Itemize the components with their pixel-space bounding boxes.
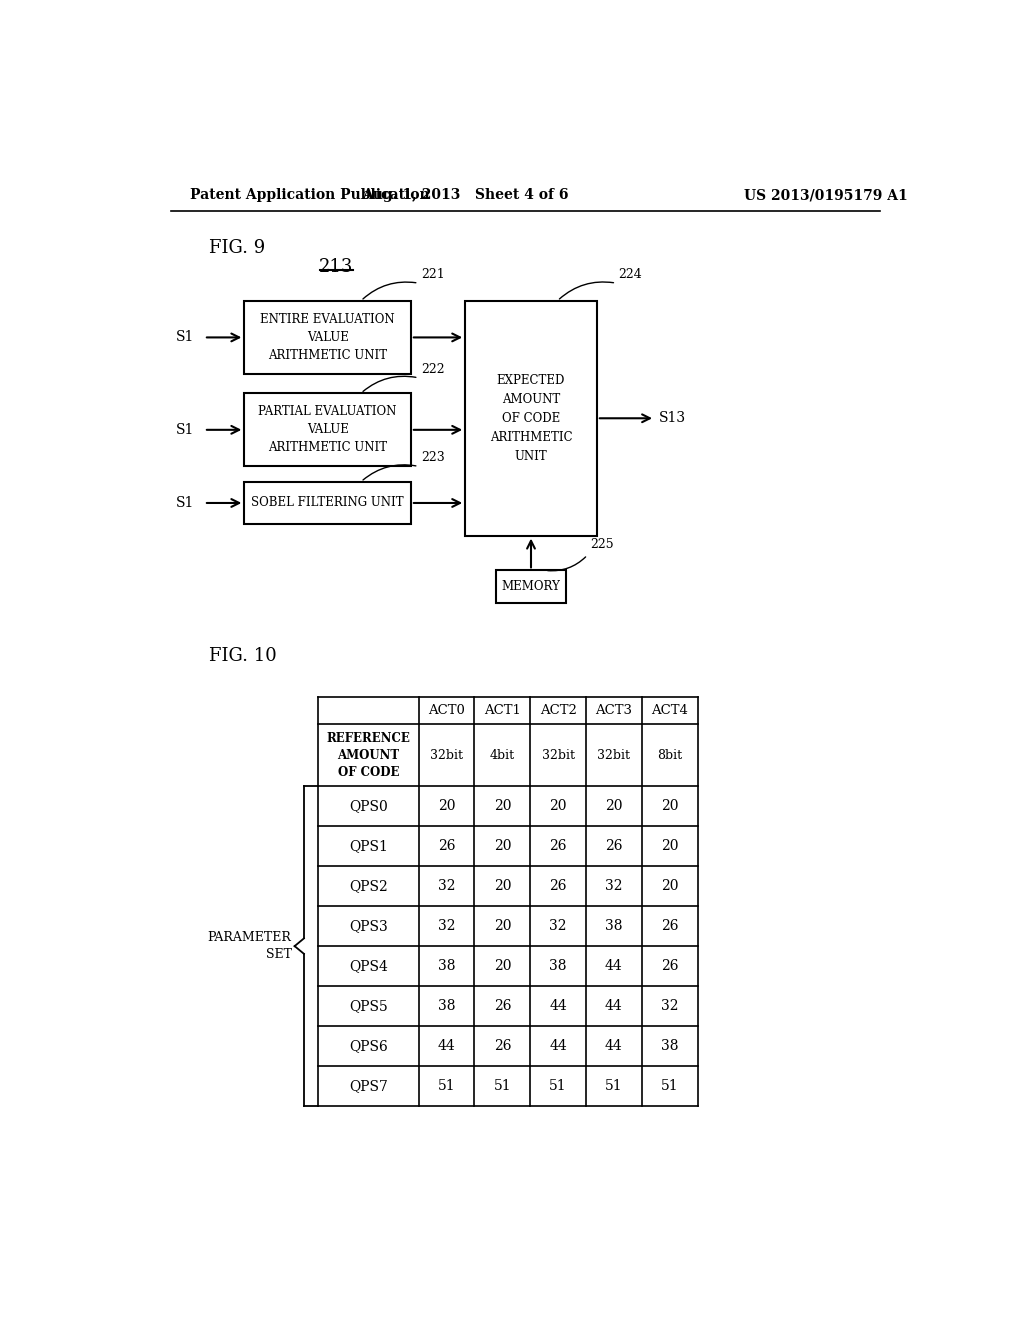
Text: 20: 20 <box>494 799 511 813</box>
Text: FIG. 9: FIG. 9 <box>209 239 265 257</box>
Text: S1: S1 <box>175 496 194 510</box>
Text: 20: 20 <box>549 799 567 813</box>
Bar <box>245 482 411 524</box>
Text: 20: 20 <box>660 879 679 894</box>
Text: 20: 20 <box>494 919 511 933</box>
Text: 20: 20 <box>438 799 456 813</box>
Text: 44: 44 <box>437 1039 456 1053</box>
Text: S1: S1 <box>175 422 194 437</box>
Text: PARAMETER
SET: PARAMETER SET <box>208 931 292 961</box>
Bar <box>465 301 597 536</box>
Text: 26: 26 <box>438 840 456 853</box>
Text: ENTIRE EVALUATION
VALUE
ARITHMETIC UNIT: ENTIRE EVALUATION VALUE ARITHMETIC UNIT <box>260 313 395 362</box>
Text: S1: S1 <box>175 330 194 345</box>
Text: 51: 51 <box>437 1080 456 1093</box>
Text: QPS7: QPS7 <box>349 1080 388 1093</box>
Text: REFERENCE
AMOUNT
OF CODE: REFERENCE AMOUNT OF CODE <box>327 731 411 779</box>
Text: Patent Application Publication: Patent Application Publication <box>190 189 430 202</box>
Bar <box>245 393 411 466</box>
Text: QPS0: QPS0 <box>349 799 388 813</box>
Text: 38: 38 <box>438 999 456 1014</box>
Text: ACT1: ACT1 <box>484 705 521 717</box>
Text: 44: 44 <box>605 1039 623 1053</box>
Text: 38: 38 <box>438 960 456 973</box>
Text: 32bit: 32bit <box>542 748 574 762</box>
Text: 225: 225 <box>590 539 613 552</box>
Text: 20: 20 <box>660 799 679 813</box>
Text: 32bit: 32bit <box>597 748 631 762</box>
Text: 223: 223 <box>421 451 444 465</box>
Text: 213: 213 <box>318 259 353 276</box>
Text: ACT2: ACT2 <box>540 705 577 717</box>
Text: 51: 51 <box>660 1080 679 1093</box>
Text: 32: 32 <box>660 999 679 1014</box>
Text: 51: 51 <box>605 1080 623 1093</box>
Text: QPS1: QPS1 <box>349 840 388 853</box>
Text: 20: 20 <box>494 879 511 894</box>
Text: US 2013/0195179 A1: US 2013/0195179 A1 <box>743 189 907 202</box>
Text: SOBEL FILTERING UNIT: SOBEL FILTERING UNIT <box>251 496 403 510</box>
Text: 38: 38 <box>660 1039 679 1053</box>
Text: 8bit: 8bit <box>657 748 682 762</box>
Bar <box>245 301 411 374</box>
Text: 44: 44 <box>605 960 623 973</box>
Text: 44: 44 <box>549 1039 567 1053</box>
Text: 20: 20 <box>660 840 679 853</box>
Text: MEMORY: MEMORY <box>502 579 560 593</box>
Text: 32: 32 <box>438 879 456 894</box>
Text: 20: 20 <box>494 840 511 853</box>
Text: 26: 26 <box>549 879 567 894</box>
Text: 4bit: 4bit <box>489 748 515 762</box>
Text: FIG. 10: FIG. 10 <box>209 647 278 665</box>
Text: QPS2: QPS2 <box>349 879 388 894</box>
Text: 26: 26 <box>660 960 679 973</box>
Text: Aug. 1, 2013   Sheet 4 of 6: Aug. 1, 2013 Sheet 4 of 6 <box>361 189 568 202</box>
Text: 20: 20 <box>494 960 511 973</box>
Text: 221: 221 <box>421 268 444 281</box>
Text: 26: 26 <box>494 999 511 1014</box>
Text: 26: 26 <box>549 840 567 853</box>
Text: QPS3: QPS3 <box>349 919 388 933</box>
Text: 26: 26 <box>494 1039 511 1053</box>
Text: ACT3: ACT3 <box>595 705 633 717</box>
Text: 38: 38 <box>549 960 567 973</box>
Text: QPS6: QPS6 <box>349 1039 388 1053</box>
Text: PARTIAL EVALUATION
VALUE
ARITHMETIC UNIT: PARTIAL EVALUATION VALUE ARITHMETIC UNIT <box>258 405 396 454</box>
Text: ACT0: ACT0 <box>428 705 465 717</box>
Text: 32: 32 <box>438 919 456 933</box>
Text: S13: S13 <box>658 412 686 425</box>
Text: 38: 38 <box>605 919 623 933</box>
Bar <box>496 570 566 603</box>
Text: 26: 26 <box>660 919 679 933</box>
Text: 20: 20 <box>605 799 623 813</box>
Text: QPS4: QPS4 <box>349 960 388 973</box>
Text: 224: 224 <box>618 268 642 281</box>
Text: 51: 51 <box>549 1080 567 1093</box>
Text: 32: 32 <box>549 919 567 933</box>
Text: 44: 44 <box>549 999 567 1014</box>
Text: EXPECTED
AMOUNT
OF CODE
ARITHMETIC
UNIT: EXPECTED AMOUNT OF CODE ARITHMETIC UNIT <box>489 374 572 463</box>
Text: QPS5: QPS5 <box>349 999 388 1014</box>
Text: 32bit: 32bit <box>430 748 463 762</box>
Text: 44: 44 <box>605 999 623 1014</box>
Text: 51: 51 <box>494 1080 511 1093</box>
Text: 26: 26 <box>605 840 623 853</box>
Text: 32: 32 <box>605 879 623 894</box>
Text: 222: 222 <box>421 363 444 376</box>
Text: ACT4: ACT4 <box>651 705 688 717</box>
